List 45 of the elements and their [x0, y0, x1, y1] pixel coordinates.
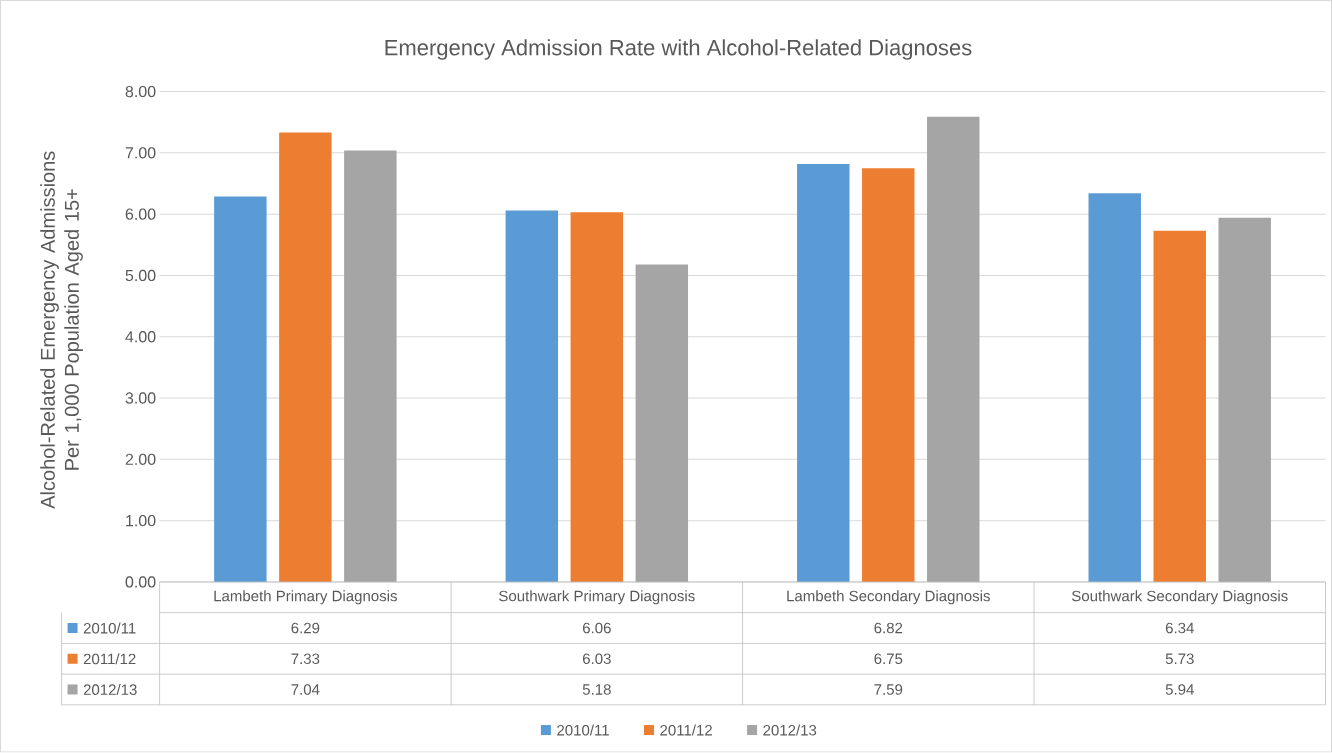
bar — [505, 210, 559, 583]
y-tick-label: 2.00 — [125, 453, 156, 466]
y-tick-label: 5.00 — [125, 270, 156, 282]
chart-title: Emergency Admission Rate with Alcohol-Related Diagnoses — [385, 39, 972, 60]
bar — [344, 150, 397, 583]
data-label: 6.34 — [1165, 622, 1194, 634]
data-label: 6.06 — [583, 622, 611, 634]
data-label: 7.33 — [291, 653, 320, 665]
y-tick-label: 6.00 — [125, 208, 156, 221]
bar — [1088, 193, 1141, 583]
data-label: 6.82 — [874, 622, 903, 634]
bar — [927, 116, 980, 583]
bar — [570, 212, 624, 583]
data-label: 7.59 — [874, 684, 903, 695]
bar — [214, 196, 267, 583]
data-label: 6.75 — [874, 653, 903, 665]
y-tick-label: 7.00 — [125, 147, 156, 159]
y-tick-label: 3.00 — [125, 392, 156, 404]
data-label: 6.03 — [583, 653, 611, 665]
bar — [635, 264, 689, 583]
bar — [862, 168, 915, 583]
data-label: 5.94 — [1165, 684, 1194, 695]
data-label: 5.73 — [1165, 653, 1194, 665]
data-label: 7.04 — [291, 684, 320, 695]
bar — [1218, 218, 1271, 583]
y-tick-label: 4.00 — [125, 331, 156, 343]
bar — [1153, 230, 1206, 583]
bar — [279, 132, 332, 583]
data-label: 5.18 — [582, 684, 611, 695]
y-tick-label: 8.00 — [125, 86, 156, 98]
bar — [797, 164, 850, 583]
x-tick-label: Lambeth Primary Diagnosis — [214, 590, 397, 605]
legend-label: 2011/12 — [660, 724, 712, 736]
legend-label: 2010/11 — [83, 622, 136, 634]
text: 2010/11 — [557, 724, 609, 736]
y-axis-title: Alcohol-Related Emergency Admissions Per 1,000 Population Aged 15+ — [40, 151, 83, 510]
legend-label: 2012/13 — [763, 724, 817, 736]
x-tick-label: Southwark Secondary Diagnosis — [1072, 590, 1288, 605]
data-label: 6.29 — [291, 622, 320, 634]
x-tick-label: Southwark Primary Diagnosis — [499, 590, 695, 605]
y-tick-label: 1.00 — [126, 515, 156, 527]
text: 2011/12 — [83, 653, 136, 665]
y-tick-label: 0.00 — [125, 576, 156, 588]
x-tick-label: Lambeth Secondary Diagnosis — [787, 590, 990, 605]
text: 2012/13 — [83, 684, 137, 696]
